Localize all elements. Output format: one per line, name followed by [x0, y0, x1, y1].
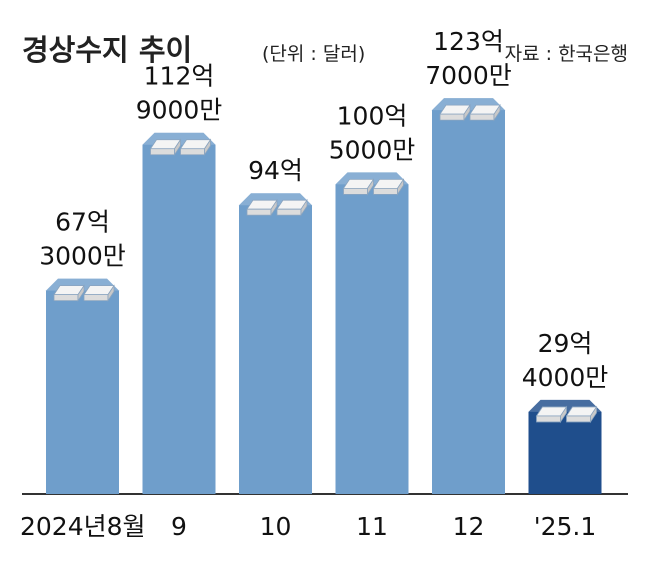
x-tick-label: '25.1 [534, 512, 597, 541]
bar-6 [528, 399, 602, 494]
value-label: 4000만 [522, 363, 609, 392]
value-label: 94억 [248, 156, 303, 185]
bar-2 [142, 132, 216, 494]
x-tick-label: 11 [356, 512, 388, 541]
x-tick-label: 12 [453, 512, 485, 541]
value-label: 7000만 [425, 61, 512, 90]
bar-body [432, 98, 505, 494]
x-tick-group: 2024년8월 9 10 11 12 '25.1 [20, 512, 596, 541]
bar-1 [46, 278, 119, 494]
value-label: 123억 [433, 27, 504, 56]
money-stack-icon [246, 198, 308, 217]
value-label: 100억 [337, 101, 408, 130]
money-stack-icon [149, 138, 212, 157]
x-tick-label: 9 [171, 512, 187, 541]
bar-body [239, 193, 312, 494]
bar-3 [239, 193, 312, 494]
unit-note: (단위 : 달러) [262, 43, 365, 65]
money-stack-icon [53, 284, 115, 302]
value-label: 3000만 [39, 242, 126, 271]
source-note: 자료 : 한국은행 [505, 43, 628, 65]
bar-4 [335, 172, 409, 494]
bar-body [142, 132, 216, 494]
value-label: 112억 [144, 62, 215, 91]
bar-body [528, 399, 602, 494]
bar-group [46, 98, 602, 494]
money-stack-icon [535, 405, 598, 424]
bar-body [46, 278, 119, 494]
x-tick-label: 10 [260, 512, 292, 541]
bar-body [335, 172, 409, 494]
money-stack-icon [342, 178, 405, 196]
bar-5 [432, 98, 505, 494]
value-label: 29억 [538, 329, 593, 358]
value-label: 5000만 [329, 135, 416, 164]
value-label: 9000만 [136, 96, 223, 125]
value-label-group: 67억 3000만 112억 9000만 94억 100억 5000만 123억 7000만 29… [39, 27, 608, 392]
chart-title: 경상수지 추이 [22, 33, 192, 67]
x-tick-label: 2024년8월 [20, 512, 146, 541]
money-stack-icon [439, 103, 501, 122]
value-label: 67억 [55, 208, 110, 237]
